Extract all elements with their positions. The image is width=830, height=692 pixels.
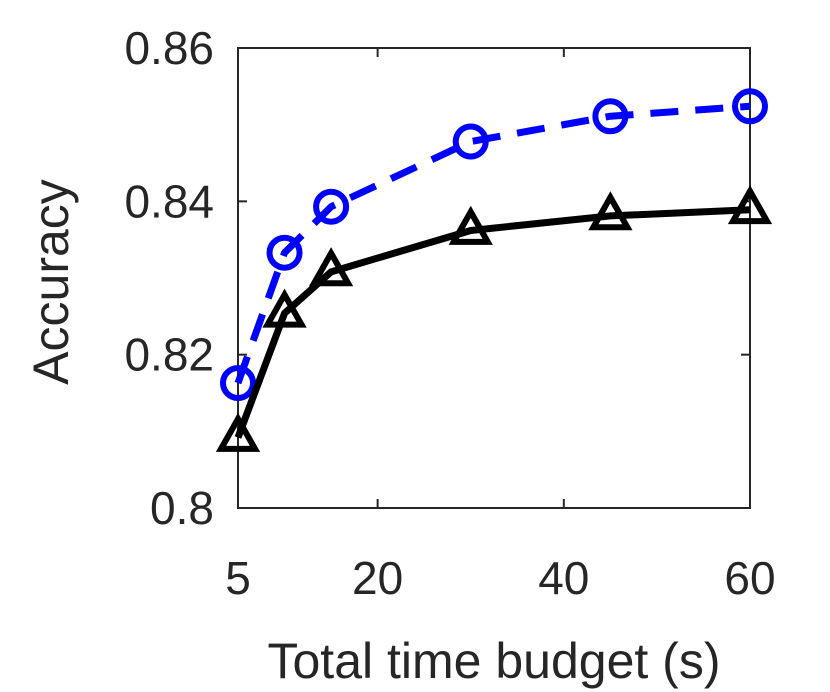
circle-marker (220, 365, 256, 402)
x-tick-label: 40 (538, 552, 589, 604)
triangle-marker (308, 247, 354, 287)
plot-area: 5 20 40 60 0.8 0.82 0.84 0.86 (124, 22, 775, 604)
triangle-marker (727, 185, 773, 225)
triangle-marker (215, 412, 261, 452)
circle-marker (452, 123, 489, 160)
solid-series-line (234, 206, 751, 439)
dashed-series-line (234, 102, 751, 385)
triangle-marker (588, 191, 633, 231)
y-tick-label: 0.82 (124, 329, 214, 381)
y-axis-label: Accuracy (23, 179, 79, 385)
circle-marker (313, 188, 350, 225)
y-tick-label: 0.86 (124, 22, 214, 74)
triangle-marker (262, 288, 307, 328)
y-tick-label: 0.8 (150, 482, 214, 534)
circle-marker (592, 98, 629, 135)
x-tick-label: 20 (352, 552, 403, 604)
x-tick-label: 60 (724, 552, 775, 604)
circle-marker (732, 88, 768, 125)
triangle-marker (448, 205, 493, 245)
circle-marker (266, 234, 303, 271)
axes-box (237, 47, 751, 509)
x-axis-label: Total time budget (s) (268, 633, 721, 689)
x-tick-label: 5 (225, 552, 251, 604)
y-tick-label: 0.84 (124, 175, 214, 227)
